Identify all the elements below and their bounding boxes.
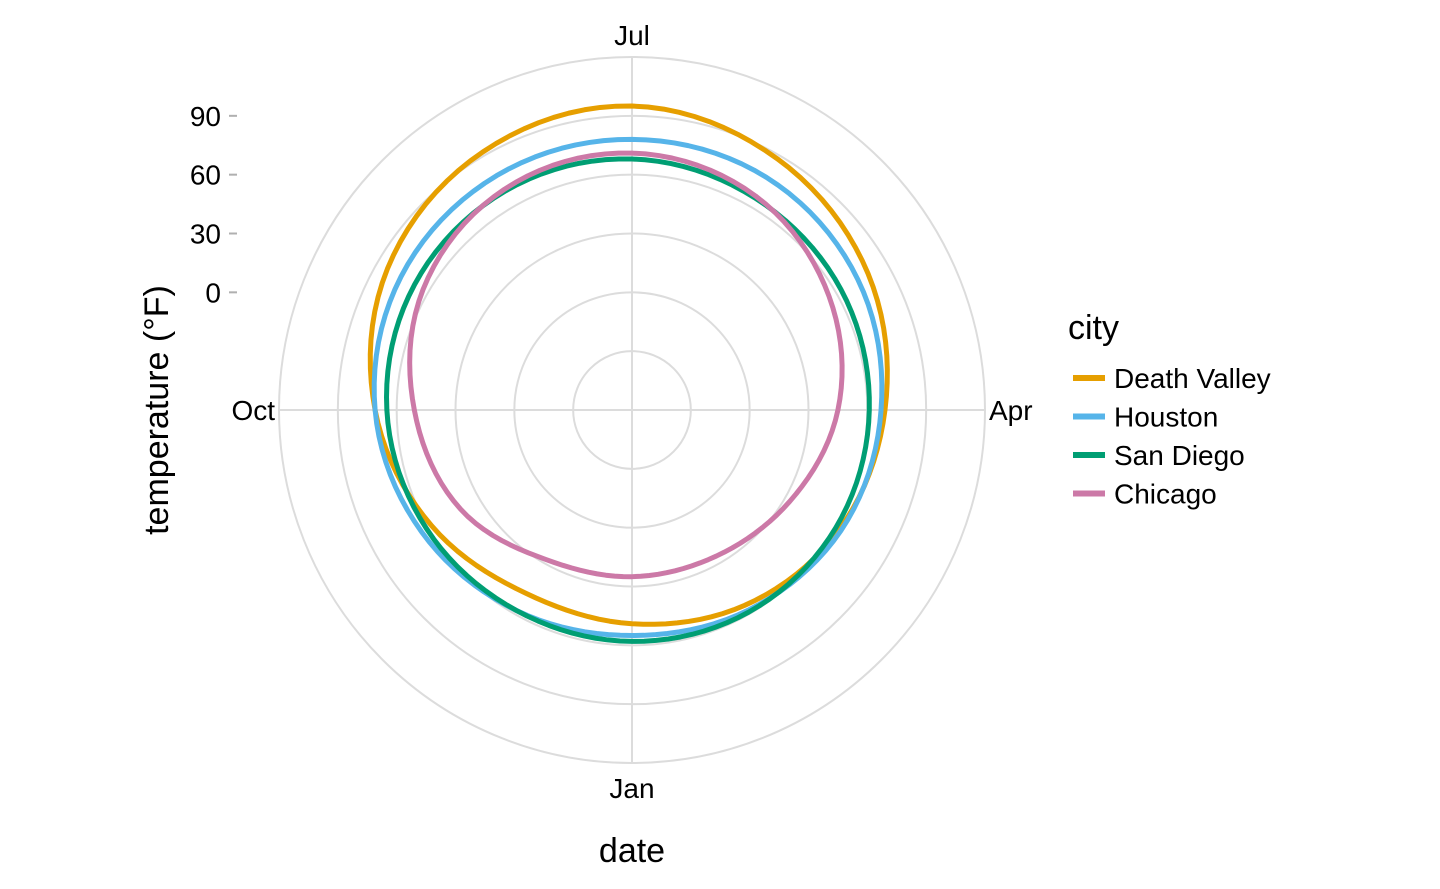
theta-tick-label: Jul xyxy=(614,20,650,51)
y-axis-title: temperature (°F) xyxy=(138,285,176,535)
legend-label: Death Valley xyxy=(1114,363,1271,394)
temperature-axis: 0 30 60 90 xyxy=(190,101,237,308)
series-line-chicago xyxy=(407,150,845,580)
r-tick-label: 0 xyxy=(205,277,221,308)
theta-tick-label: Jan xyxy=(609,773,654,804)
series-lines xyxy=(367,103,890,644)
series-line-houston xyxy=(371,136,885,639)
r-tick-label: 30 xyxy=(190,219,221,250)
series-line-san-diego xyxy=(384,156,872,644)
legend-label: San Diego xyxy=(1114,440,1245,471)
r-tick-label: 90 xyxy=(190,101,221,132)
r-tick-label: 60 xyxy=(190,160,221,191)
theta-tick-label: Apr xyxy=(989,395,1033,426)
series-line-death-valley xyxy=(367,103,890,627)
legend-title: city xyxy=(1068,309,1119,347)
legend: city Death Valley Houston San Diego Chicago xyxy=(1068,309,1271,510)
legend-items: Death Valley Houston San Diego Chicago xyxy=(1073,363,1271,510)
x-axis-title: date xyxy=(599,832,665,870)
legend-label: Chicago xyxy=(1114,479,1217,510)
legend-label: Houston xyxy=(1114,402,1218,433)
date-tick-labels: Jan Apr Jul Oct xyxy=(231,20,1032,804)
theta-tick-label: Oct xyxy=(231,395,275,426)
